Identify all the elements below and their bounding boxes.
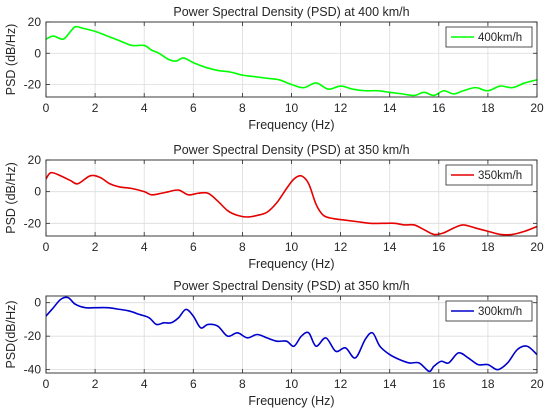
x-tick-label: 6: [190, 101, 197, 115]
x-tick-label: 20: [530, 240, 544, 254]
x-tick-label: 14: [383, 377, 397, 391]
x-axis-label: Frequency (Hz): [248, 394, 334, 408]
x-tick-label: 2: [92, 377, 99, 391]
x-tick-label: 14: [383, 240, 397, 254]
x-tick-label: 20: [530, 101, 544, 115]
x-tick-label: 8: [239, 101, 246, 115]
y-axis-label: PSD(dB/Hz): [4, 300, 18, 368]
chart-title: Power Spectral Density (PSD) at 350 km/h: [173, 279, 409, 293]
chart-title: Power Spectral Density (PSD) at 400 km/h: [173, 5, 409, 19]
x-tick-label: 16: [432, 240, 446, 254]
x-tick-label: 18: [481, 101, 495, 115]
x-tick-label: 12: [334, 101, 348, 115]
x-tick-label: 18: [481, 240, 495, 254]
x-axis-label: Frequency (Hz): [248, 257, 334, 271]
legend-box: [445, 164, 533, 186]
y-axis-label: PSD (dB/Hz): [4, 24, 18, 96]
series-line-1: [46, 171, 537, 236]
x-tick-label: 14: [383, 101, 397, 115]
y-tick-label: -40: [24, 363, 42, 377]
x-tick-label: 20: [530, 377, 544, 391]
x-tick-label: 16: [432, 377, 446, 391]
y-tick-label: -20: [24, 329, 42, 343]
x-tick-label: 2: [92, 101, 99, 115]
x-tick-label: 0: [43, 377, 50, 391]
x-tick-label: 10: [285, 377, 299, 391]
y-tick-label: 20: [28, 153, 42, 167]
x-tick-label: 0: [43, 101, 50, 115]
x-tick-label: 10: [285, 101, 299, 115]
x-tick-label: 12: [334, 240, 348, 254]
y-tick-label: 0: [34, 185, 41, 199]
x-axis-label: Frequency (Hz): [248, 118, 334, 132]
legend-box: [445, 26, 533, 48]
y-tick-label: -20: [24, 216, 42, 230]
chart-title: Power Spectral Density (PSD) at 350 km/h: [173, 143, 409, 157]
x-tick-label: 4: [141, 240, 148, 254]
y-tick-label: -20: [24, 78, 42, 92]
x-tick-label: 8: [239, 240, 246, 254]
x-tick-label: 10: [285, 240, 299, 254]
series-line-1: [46, 296, 537, 373]
chart-panel-3: 0 2 4 6 8 10 12 14 16 18 20 -40 -20 0 Power Spectral D…: [4, 279, 544, 408]
legend-box: [445, 300, 533, 322]
legend-label: 400km/h: [478, 32, 522, 44]
x-tick-label: 16: [432, 101, 446, 115]
x-tick-label: 8: [239, 377, 246, 391]
y-tick-label: 0: [34, 296, 41, 310]
legend: 300km/h: [445, 300, 533, 322]
x-tick-label: 6: [190, 240, 197, 254]
x-tick-label: 4: [141, 101, 148, 115]
y-tick-label: 0: [34, 46, 41, 60]
y-tick-label: 20: [28, 15, 42, 29]
x-tick-label: 2: [92, 240, 99, 254]
x-tick-label: 0: [43, 240, 50, 254]
x-tick-label: 18: [481, 377, 495, 391]
y-axis-label: PSD (dB/Hz): [4, 162, 18, 234]
x-tick-label: 6: [190, 377, 197, 391]
series-line-1: [46, 25, 537, 97]
legend-label: 350km/h: [478, 170, 522, 182]
legend: 350km/h: [445, 164, 533, 186]
legend: 400km/h: [445, 26, 533, 48]
legend-label: 300km/h: [478, 306, 522, 318]
x-tick-label: 4: [141, 377, 148, 391]
x-tick-label: 12: [334, 377, 348, 391]
